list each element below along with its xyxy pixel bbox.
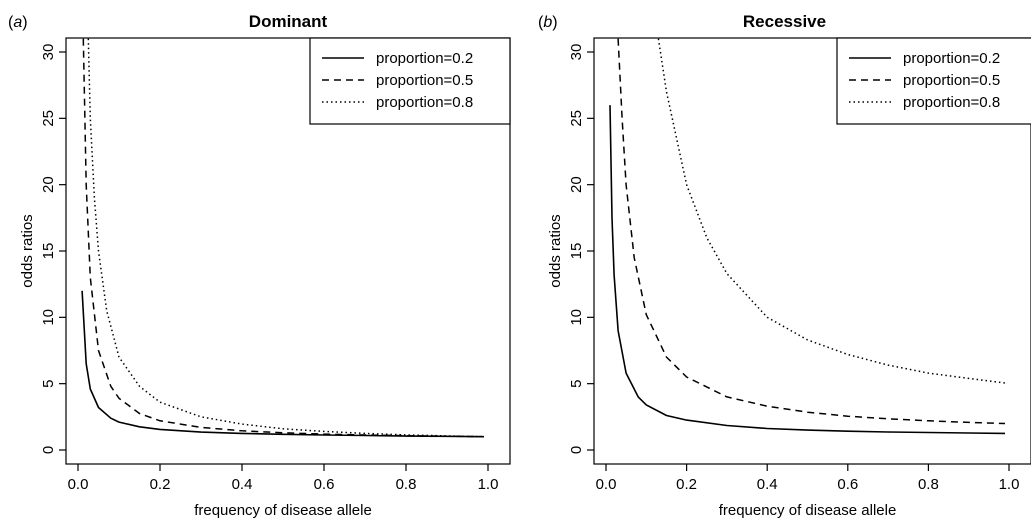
x-tick-label: 0.8 xyxy=(396,476,417,493)
x-tick-label: 0.4 xyxy=(757,476,778,493)
y-tick-label: 15 xyxy=(40,243,57,260)
legend: proportion=0.2 proportion=0.5 proportion=0… xyxy=(309,37,511,125)
x-tick-label: 0.0 xyxy=(596,476,617,493)
y-tick-label: 5 xyxy=(568,379,585,387)
series-line-2 xyxy=(617,38,1006,425)
y-tick-label: 10 xyxy=(40,309,57,326)
chart-panel-1: Dominant (a) 0.0 0.2 0.4 0.6 0.8 1.0 frequency o… xyxy=(8,12,511,519)
legend-label: proportion=0.8 xyxy=(376,94,473,111)
y-tick-label: 5 xyxy=(40,379,57,387)
series-line-1 xyxy=(81,290,484,438)
x-tick-label: 0.2 xyxy=(676,476,697,493)
legend-label: proportion=0.5 xyxy=(376,72,473,89)
y-tick-label: 20 xyxy=(40,176,57,193)
y-tick-label: 10 xyxy=(568,309,585,326)
y-tick-label: 0 xyxy=(568,446,585,454)
series-line-1 xyxy=(609,105,1006,435)
x-tick-label: 0.4 xyxy=(232,476,253,493)
chart-title: Dominant xyxy=(249,12,328,31)
series-line-2 xyxy=(82,38,484,438)
x-tick-label: 1.0 xyxy=(999,476,1020,493)
y-tick-label: 25 xyxy=(568,110,585,127)
legend: proportion=0.2 proportion=0.5 proportion=0… xyxy=(836,37,1031,125)
panel-label: (b) xyxy=(538,14,558,31)
legend-label: proportion=0.5 xyxy=(903,72,1000,89)
legend-box xyxy=(836,37,1031,125)
panel-label: (a) xyxy=(8,14,28,31)
y-tick-label: 30 xyxy=(568,44,585,61)
x-axis-label: frequency of disease allele xyxy=(194,502,372,519)
x-tick-label: 0.6 xyxy=(314,476,335,493)
x-tick-label: 0.6 xyxy=(837,476,858,493)
y-axis-label: odds ratios xyxy=(547,214,564,287)
series-line-3 xyxy=(657,38,1006,384)
y-axis-label: odds ratios xyxy=(19,214,36,287)
x-tick-label: 0.8 xyxy=(918,476,939,493)
y-tick-label: 0 xyxy=(40,446,57,454)
chart-panel-2: Recessive (b) 0.0 0.2 0.4 0.6 0.8 1.0 frequency … xyxy=(538,12,1031,519)
legend-label: proportion=0.2 xyxy=(903,50,1000,67)
x-tick-label: 0.2 xyxy=(150,476,171,493)
legend-box xyxy=(309,37,511,125)
y-tick-label: 15 xyxy=(568,243,585,260)
legend-label: proportion=0.2 xyxy=(376,50,473,67)
x-tick-label: 0.0 xyxy=(68,476,89,493)
x-axis-label: frequency of disease allele xyxy=(719,502,897,519)
chart-title: Recessive xyxy=(743,12,826,31)
y-tick-label: 30 xyxy=(40,44,57,61)
series-line-3 xyxy=(87,38,484,438)
x-tick-label: 1.0 xyxy=(478,476,499,493)
y-tick-label: 25 xyxy=(40,110,57,127)
legend-label: proportion=0.8 xyxy=(903,94,1000,111)
y-tick-label: 20 xyxy=(568,176,585,193)
